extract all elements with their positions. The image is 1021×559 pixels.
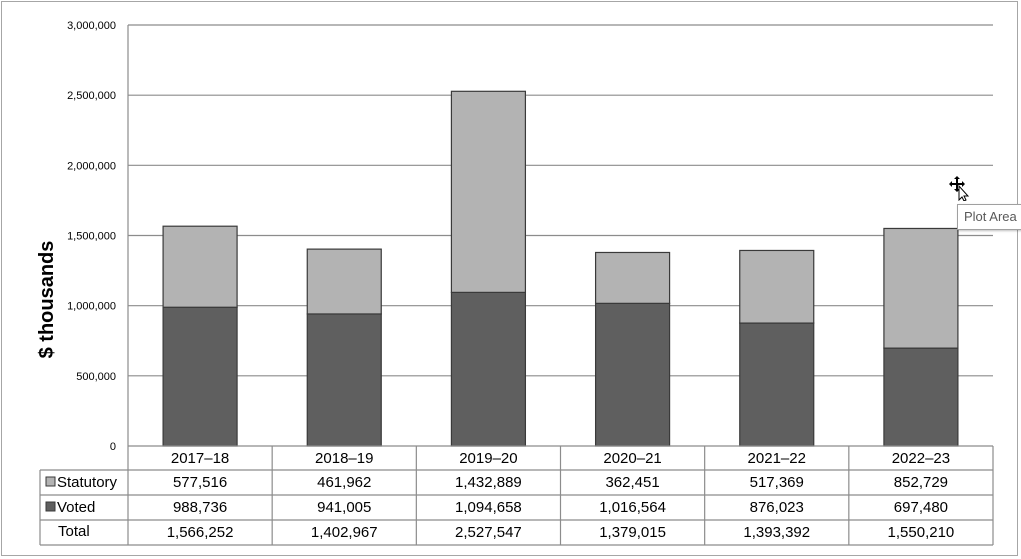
data-label-total: 1,402,967: [311, 524, 378, 541]
bar-statutory-1: [306, 248, 382, 315]
data-label-voted: 1,094,658: [455, 499, 522, 516]
category-label: 2020–21: [603, 450, 661, 467]
y-tick-label: 2,000,000: [67, 160, 116, 172]
category-label: 2018–19: [315, 450, 373, 467]
y-tick-label: 3,000,000: [67, 20, 116, 32]
data-label-total: 2,527,547: [455, 524, 522, 541]
bar-voted-4: [739, 322, 815, 447]
bar-statutory-0: [162, 225, 238, 308]
legend-label-statutory: Statutory: [57, 474, 118, 491]
data-label-total: 1,550,210: [888, 524, 955, 541]
data-label-statutory: 461,962: [317, 474, 371, 491]
y-tick-label: 1,000,000: [67, 301, 116, 313]
data-label-voted: 697,480: [894, 499, 948, 516]
y-tick-label: 1,500,000: [67, 231, 116, 243]
y-tick-label: 0: [110, 441, 116, 453]
data-label-statutory: 1,432,889: [455, 474, 522, 491]
bar-voted-1: [306, 313, 382, 447]
bar-voted-5: [883, 347, 959, 447]
legend-label-total: Total: [58, 523, 90, 540]
legend-label-voted: Voted: [57, 499, 95, 516]
y-axis-label: $ thousands: [36, 241, 58, 359]
category-label: 2021–22: [748, 450, 806, 467]
category-label: 2019–20: [459, 450, 517, 467]
data-label-statutory: 362,451: [605, 474, 659, 491]
category-label: 2022–23: [892, 450, 950, 467]
data-label-total: 1,379,015: [599, 524, 666, 541]
legend-key-statutory: [45, 476, 56, 487]
bar-statutory-4: [739, 249, 815, 324]
data-label-statutory: 852,729: [894, 474, 948, 491]
plot-area-tooltip: Plot Area: [957, 204, 1021, 230]
bar-voted-2: [450, 291, 527, 447]
data-label-voted: 876,023: [750, 499, 804, 516]
move-cursor-icon: [948, 175, 972, 201]
bar-statutory-2: [450, 90, 527, 293]
data-label-voted: 988,736: [173, 499, 227, 516]
data-label-voted: 941,005: [317, 499, 371, 516]
data-label-voted: 1,016,564: [599, 499, 666, 516]
legend-key-voted: [45, 501, 56, 512]
bar-statutory-3: [594, 251, 671, 304]
y-tick-label: 2,500,000: [67, 90, 116, 102]
data-label-total: 1,393,392: [743, 524, 810, 541]
bar-voted-3: [594, 302, 671, 447]
data-label-statutory: 517,369: [750, 474, 804, 491]
y-tick-label: 500,000: [76, 371, 116, 383]
bar-voted-0: [162, 306, 238, 447]
data-label-total: 1,566,252: [167, 524, 234, 541]
data-label-statutory: 577,516: [173, 474, 227, 491]
bar-statutory-5: [883, 227, 959, 349]
category-label: 2017–18: [171, 450, 229, 467]
